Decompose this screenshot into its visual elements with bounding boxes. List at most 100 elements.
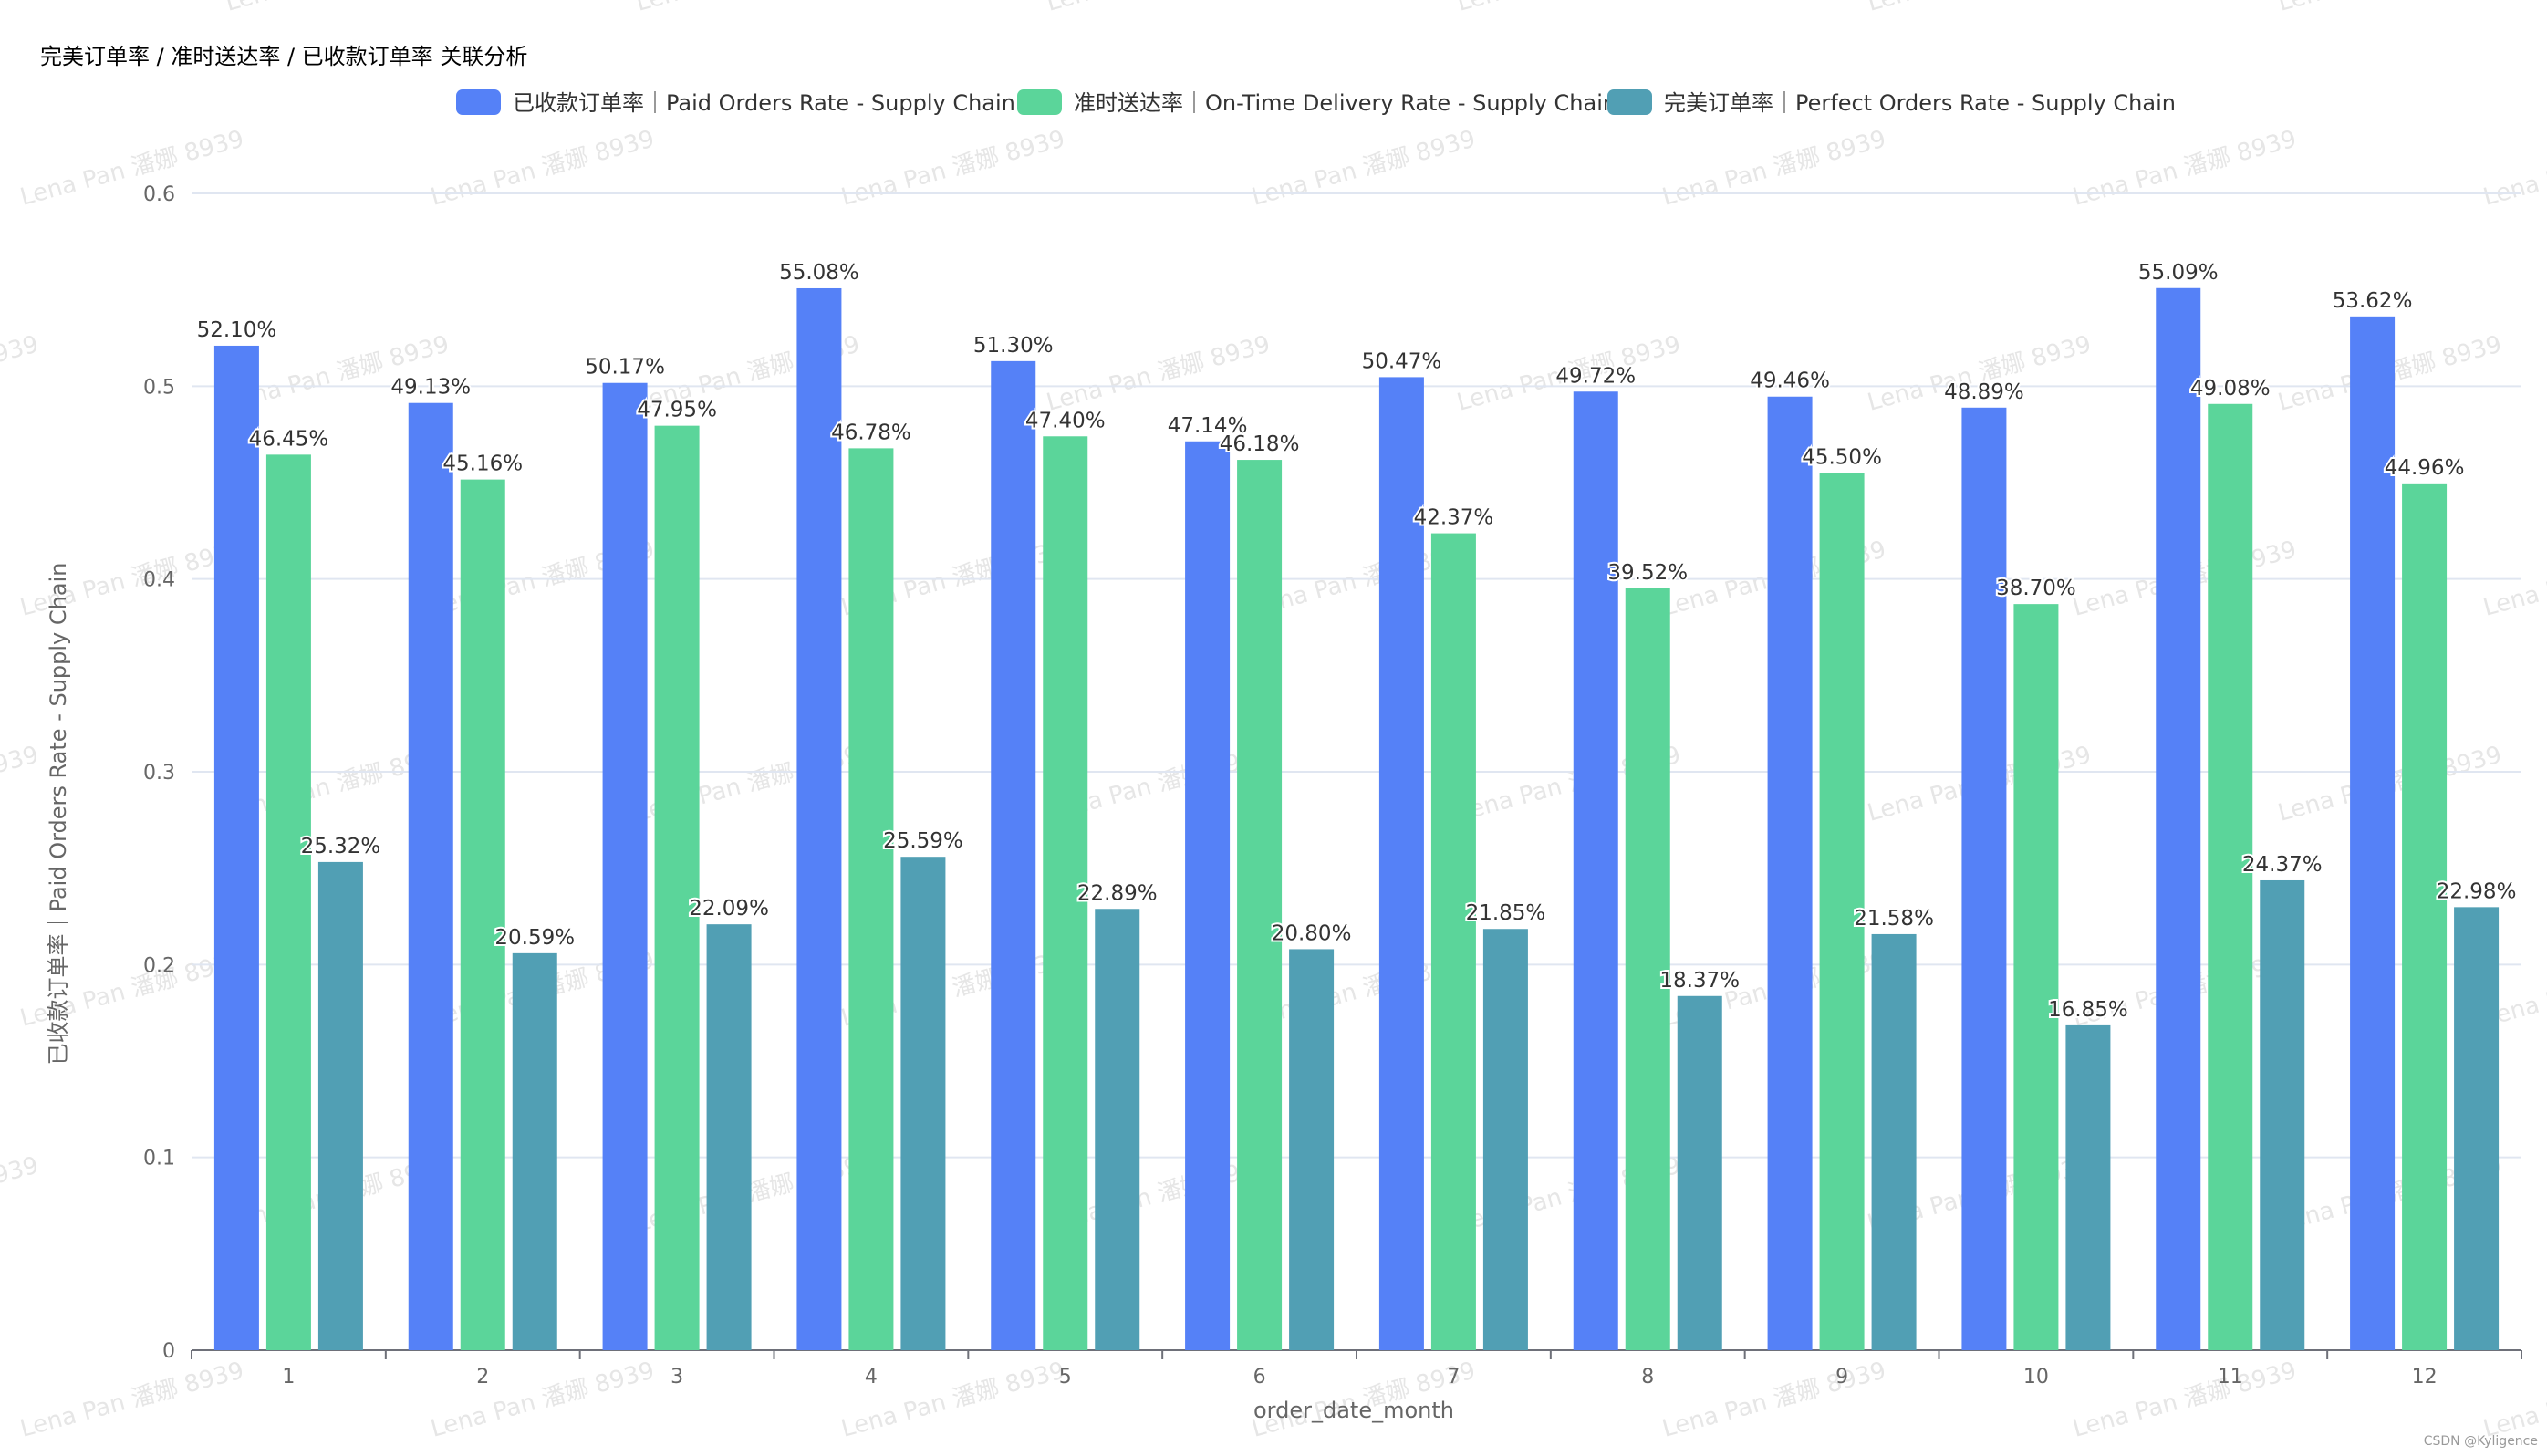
- bar[interactable]: [1625, 588, 1670, 1350]
- bar[interactable]: [213, 345, 259, 1350]
- bar[interactable]: [848, 448, 894, 1350]
- legend-swatch: [456, 89, 501, 115]
- bar[interactable]: [1819, 473, 1865, 1350]
- data-label: 55.09%: [2138, 261, 2219, 285]
- data-label: 20.80%: [1272, 921, 1352, 945]
- bar[interactable]: [900, 857, 946, 1350]
- data-label: 16.85%: [2048, 998, 2128, 1022]
- bar[interactable]: [1185, 441, 1231, 1350]
- bar[interactable]: [1482, 929, 1528, 1350]
- data-label: 45.50%: [1802, 445, 1882, 469]
- bar[interactable]: [602, 382, 648, 1350]
- legend-item[interactable]: 准时送达率｜On-Time Delivery Rate - Supply Cha…: [1017, 89, 1617, 116]
- bar[interactable]: [1095, 909, 1140, 1350]
- data-label: 21.85%: [1466, 901, 1546, 925]
- bar[interactable]: [2156, 287, 2201, 1351]
- data-label: 25.59%: [883, 829, 963, 853]
- bar[interactable]: [1430, 533, 1476, 1350]
- bar[interactable]: [2454, 907, 2500, 1350]
- watermark-text: Lena Pan 潘娜 8939: [223, 0, 452, 17]
- x-axis: 1 2 3 4 5 6 7 8 9 10 11 12: [191, 1349, 2522, 1388]
- bar[interactable]: [2013, 604, 2059, 1350]
- data-label: 48.89%: [1944, 380, 2024, 404]
- x-tick-label: 9: [1835, 1366, 1848, 1388]
- legend-item[interactable]: 完美订单率｜Perfect Orders Rate - Supply Chain: [1607, 89, 2176, 116]
- legend-label: 准时送达率｜On-Time Delivery Rate - Supply Cha…: [1074, 90, 1617, 116]
- y-tick-label: 0: [162, 1340, 175, 1363]
- data-labels: 52.10% 49.13% 50.17% 55.08% 51.30% 47.14% 50.4…: [195, 259, 2519, 1024]
- bar[interactable]: [1871, 933, 1917, 1350]
- data-label: 39.52%: [1607, 561, 1688, 585]
- watermark-text: Lena Pan 潘娜 8939: [2070, 125, 2299, 211]
- data-label: 50.17%: [585, 356, 665, 380]
- legend[interactable]: 已收款订单率｜Paid Orders Rate - Supply Chain 准时…: [456, 89, 2176, 116]
- x-tick-label: 8: [1641, 1366, 1654, 1388]
- data-label: 18.37%: [1659, 969, 1740, 993]
- data-label: 49.72%: [1555, 364, 1636, 388]
- y-axis: 0 0.1 0.2 0.3 0.4 0.5 0.6: [143, 183, 175, 1363]
- bar[interactable]: [2350, 316, 2396, 1350]
- legend-swatch: [1017, 89, 1062, 115]
- bar[interactable]: [512, 952, 557, 1350]
- data-label: 49.46%: [1750, 369, 1830, 393]
- data-label: 22.89%: [1077, 881, 1158, 905]
- watermark-text: Lena Pan 潘娜 8939: [1249, 125, 1478, 211]
- legend-item[interactable]: 已收款订单率｜Paid Orders Rate - Supply Chain: [456, 89, 1015, 116]
- bar[interactable]: [1961, 407, 2007, 1351]
- credit-text: CSDN @Kyligence: [2424, 1434, 2538, 1449]
- bar[interactable]: [460, 479, 505, 1350]
- bar[interactable]: [1289, 949, 1335, 1350]
- watermark-text: Lena Pan 潘娜 8939: [17, 125, 246, 211]
- watermark-text: Lena Pan 潘娜 8939: [0, 0, 42, 17]
- x-tick-label: 12: [2412, 1366, 2438, 1388]
- bar[interactable]: [1767, 396, 1813, 1350]
- data-label: 22.09%: [689, 897, 769, 920]
- y-axis-title: 已收款订单率｜Paid Orders Rate - Supply Chain: [46, 563, 71, 1066]
- chart-title: 完美订单率 / 准时送达率 / 已收款订单率 关联分析: [40, 44, 527, 69]
- data-label: 49.13%: [390, 376, 471, 400]
- data-label: 42.37%: [1414, 506, 1494, 530]
- bar[interactable]: [2402, 483, 2448, 1350]
- data-label: 52.10%: [197, 318, 277, 342]
- watermark-text: Lena Pan 潘娜 8939: [0, 741, 42, 827]
- y-tick-label: 0.1: [143, 1148, 175, 1170]
- bar[interactable]: [1237, 460, 1283, 1351]
- bar[interactable]: [265, 454, 311, 1350]
- bar[interactable]: [1378, 377, 1424, 1351]
- y-tick-label: 0.6: [143, 183, 175, 206]
- data-label: 47.95%: [637, 399, 717, 422]
- bar[interactable]: [1677, 995, 1722, 1350]
- bar[interactable]: [796, 287, 842, 1350]
- data-label: 46.45%: [249, 427, 329, 451]
- bar[interactable]: [2065, 1024, 2111, 1350]
- data-label: 21.58%: [1854, 907, 1934, 931]
- watermark-text: Lena Pan 潘娜 8939: [633, 0, 862, 17]
- x-axis-title: order_date_month: [1253, 1398, 1454, 1423]
- x-tick-label: 11: [2218, 1366, 2243, 1388]
- data-label: 24.37%: [2242, 853, 2323, 877]
- x-tick-label: 5: [1059, 1366, 1072, 1388]
- data-label: 45.16%: [442, 452, 523, 476]
- bar[interactable]: [706, 924, 752, 1350]
- x-tick-label: 10: [2023, 1366, 2049, 1388]
- watermark-text: Lena Pan 潘娜 8939: [1044, 0, 1273, 17]
- data-label: 25.32%: [301, 835, 381, 858]
- watermark-text: Lena Pan 潘娜 8939: [838, 125, 1067, 211]
- bar[interactable]: [2208, 403, 2253, 1350]
- data-label: 46.18%: [1220, 432, 1300, 456]
- bar[interactable]: [1573, 391, 1618, 1350]
- bar[interactable]: [1043, 436, 1088, 1350]
- x-tick-label: 1: [282, 1366, 295, 1388]
- data-label: 51.30%: [973, 334, 1054, 358]
- watermark-text: Lena Pan 潘娜 8939: [1044, 330, 1273, 416]
- x-tick-label: 2: [476, 1366, 489, 1388]
- bar[interactable]: [408, 402, 453, 1350]
- bar[interactable]: [317, 861, 363, 1350]
- bar[interactable]: [2260, 879, 2305, 1350]
- watermark-text: Lena Pan 潘娜 8939: [1865, 0, 2094, 17]
- bar[interactable]: [654, 425, 700, 1350]
- data-label: 47.40%: [1025, 409, 1106, 432]
- watermark-text: Lena Pan 潘娜 8939: [1659, 125, 1888, 211]
- bar[interactable]: [991, 360, 1036, 1350]
